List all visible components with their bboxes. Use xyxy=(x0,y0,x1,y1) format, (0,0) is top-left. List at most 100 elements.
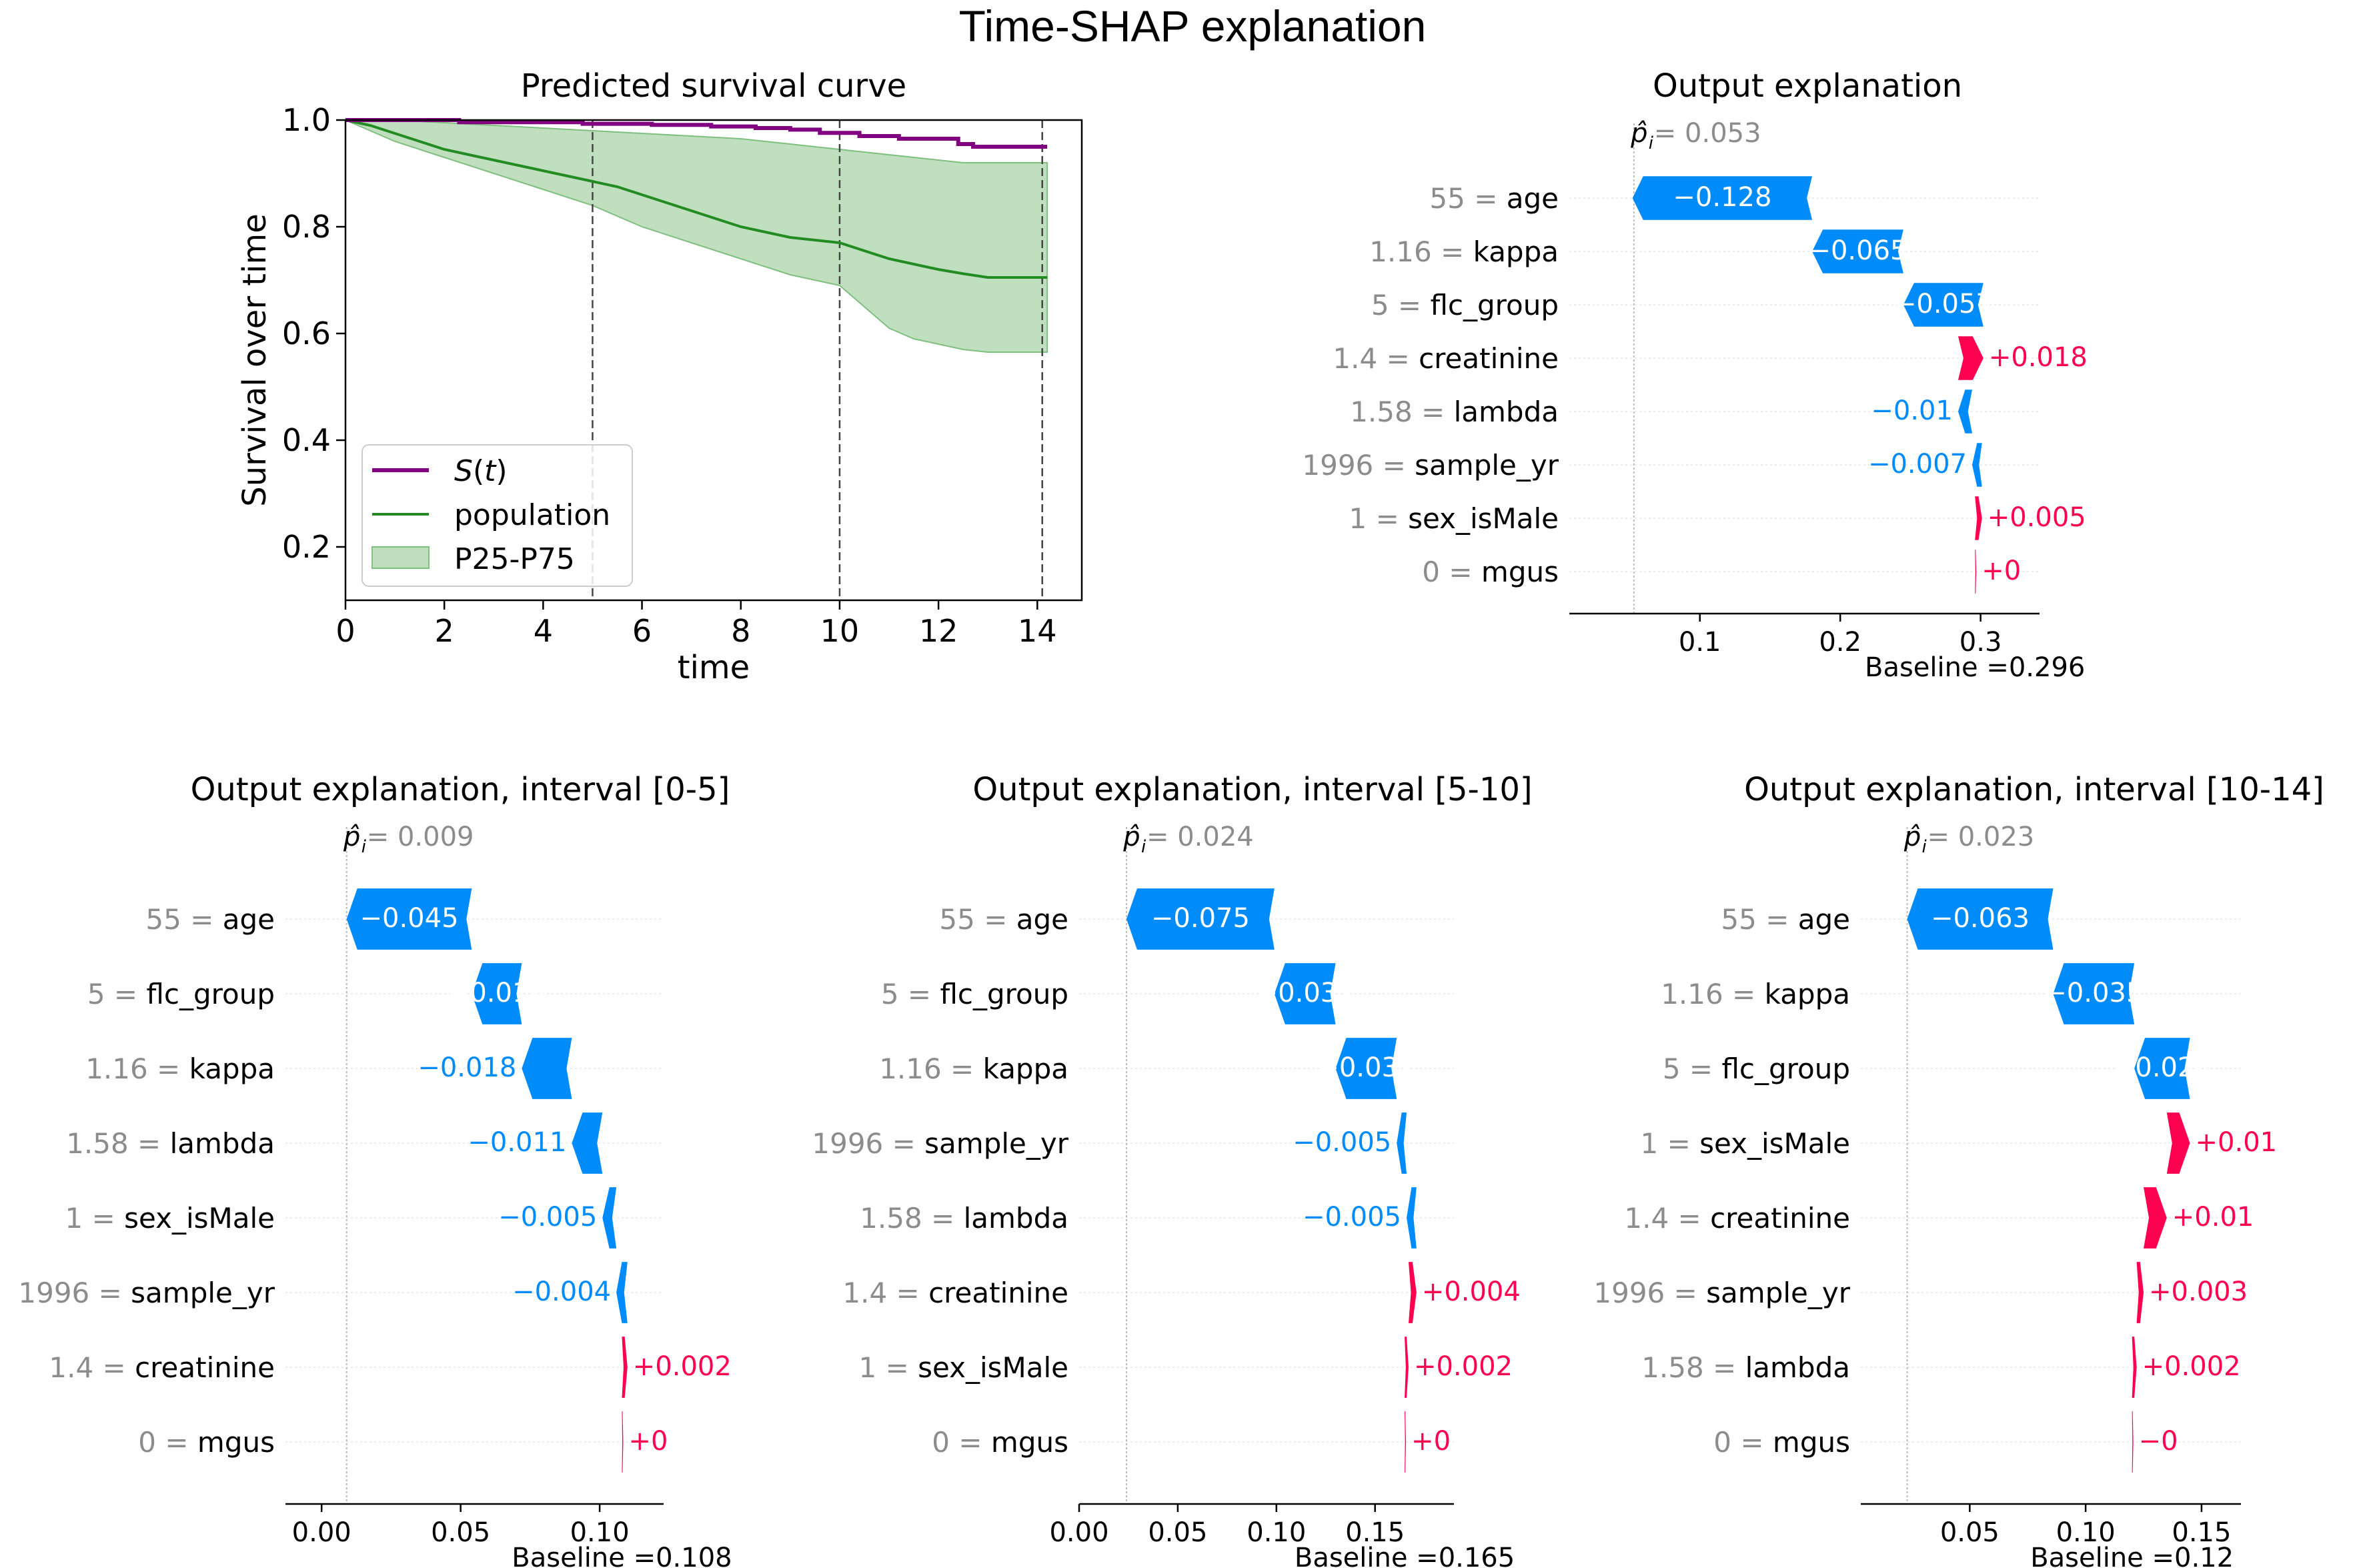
interval-0-5-explanation-chart: Output explanation, interval [0-5]p̂ i = 0… xyxy=(18,771,732,1568)
shap-value-label: +0 xyxy=(1982,556,2021,586)
feature-value: 1 xyxy=(65,1202,83,1235)
y-tick-label: 1.0 xyxy=(282,102,331,138)
fx-value: = 0.023 xyxy=(1927,822,2035,852)
feature-label: 1.4 = creatinine xyxy=(1624,1202,1850,1235)
y-axis-label: Survival over time xyxy=(236,213,273,507)
feature-value: 1.16 xyxy=(879,1052,942,1085)
feature-name: kappa xyxy=(189,1052,275,1085)
feature-name: sex_isMale xyxy=(1408,502,1559,535)
feature-equals: = xyxy=(93,1351,135,1384)
feature-name: sex_isMale xyxy=(1699,1127,1850,1160)
feature-name: sample_yr xyxy=(1415,449,1559,482)
feature-label: 1.4 = creatinine xyxy=(49,1351,275,1384)
feature-equals: = xyxy=(1367,502,1408,535)
feature-label: 5 = flc_group xyxy=(1371,289,1559,321)
feature-value: 55 xyxy=(1721,903,1756,936)
chart-title: Output explanation xyxy=(1653,67,1962,105)
feature-name: age xyxy=(1798,903,1850,936)
feature-value: 1.16 xyxy=(1369,235,1432,268)
shap-bar xyxy=(616,1262,628,1323)
shap-value-label: −0.004 xyxy=(512,1277,611,1307)
feature-equals: = xyxy=(1432,235,1473,268)
feature-label: 1.16 = kappa xyxy=(879,1052,1068,1085)
feature-name: lambda xyxy=(1745,1351,1850,1384)
feature-label: 0 = mgus xyxy=(138,1426,275,1459)
feature-value: 1996 xyxy=(18,1277,89,1309)
feature-label: 1.58 = lambda xyxy=(1641,1351,1850,1384)
x-tick-label: 12 xyxy=(919,613,958,649)
feature-name: age xyxy=(1507,182,1559,215)
feature-equals: = xyxy=(181,903,223,936)
y-tick-label: 0.6 xyxy=(282,315,331,351)
x-tick-label: 2 xyxy=(435,613,454,649)
feature-value: 1996 xyxy=(1302,449,1373,482)
fx-value: = 0.009 xyxy=(367,822,474,852)
shap-bar xyxy=(1405,1411,1406,1473)
shap-value-label: −0.018 xyxy=(418,1052,516,1083)
x-tick-label: 4 xyxy=(534,613,553,649)
feature-name: kappa xyxy=(983,1052,1068,1085)
feature-label: 1 = sex_isMale xyxy=(1349,502,1559,535)
interval-5-10-explanation-chart: Output explanation, interval [5-10]p̂ i = … xyxy=(812,771,1532,1568)
shap-value-label: −0 xyxy=(2139,1426,2178,1457)
feature-equals: = xyxy=(83,1202,124,1235)
feature-equals: = xyxy=(1465,182,1507,215)
shap-value-label: +0.002 xyxy=(633,1351,732,1382)
shap-value-label: −0.007 xyxy=(1868,449,1967,480)
feature-equals: = xyxy=(887,1277,928,1309)
feature-value: 1.58 xyxy=(66,1127,129,1160)
shap-value-label: −0.005 xyxy=(1293,1127,1391,1158)
feature-equals: = xyxy=(1440,556,1481,588)
y-tick-label: 0.8 xyxy=(282,209,331,245)
feature-equals: = xyxy=(1658,1127,1699,1160)
feature-value: 5 xyxy=(881,978,899,1010)
feature-label: 55 = age xyxy=(1429,182,1559,215)
x-tick-label: 14 xyxy=(1018,613,1057,649)
y-tick-label: 0.2 xyxy=(282,529,331,565)
feature-value: 1.16 xyxy=(1661,978,1723,1010)
feature-name: sample_yr xyxy=(924,1127,1069,1160)
feature-name: mgus xyxy=(1481,556,1559,588)
feature-equals: = xyxy=(105,978,147,1010)
feature-equals: = xyxy=(1373,449,1415,482)
x-tick-label: 0.05 xyxy=(1940,1517,2000,1548)
feature-label: 55 = age xyxy=(145,903,275,936)
shap-value-label: −0.024 xyxy=(2113,1052,2212,1083)
feature-name: sex_isMale xyxy=(124,1202,275,1235)
x-tick-label: 0 xyxy=(335,613,355,649)
shap-value-label: +0.018 xyxy=(1989,342,2088,373)
feature-equals: = xyxy=(1665,1277,1706,1309)
fx-symbol: p̂ xyxy=(1903,822,1921,852)
feature-label: 1.58 = lambda xyxy=(860,1202,1068,1235)
x-tick-label: 8 xyxy=(731,613,750,649)
feature-label: 1.16 = kappa xyxy=(85,1052,275,1085)
feature-equals: = xyxy=(89,1277,131,1309)
feature-name: creatinine xyxy=(1710,1202,1850,1235)
feature-name: mgus xyxy=(1773,1426,1850,1459)
feature-equals: = xyxy=(1731,1426,1773,1459)
shap-value-label: −0.128 xyxy=(1673,182,1771,213)
baseline-label: Baseline =0.108 xyxy=(512,1543,732,1568)
feature-equals: = xyxy=(1681,1052,1722,1085)
fx-symbol: p̂ xyxy=(1630,118,1647,149)
feature-value: 1 xyxy=(1640,1127,1658,1160)
feature-name: creatinine xyxy=(135,1351,275,1384)
shap-bar xyxy=(1958,389,1972,434)
feature-name: creatinine xyxy=(1419,342,1559,375)
baseline-label: Baseline =0.165 xyxy=(1295,1543,1515,1568)
feature-label: 1.58 = lambda xyxy=(1350,396,1559,428)
feature-equals: = xyxy=(1669,1202,1710,1235)
figure-title: Time-SHAP explanation xyxy=(959,1,1427,51)
x-tick-label: 6 xyxy=(632,613,652,649)
x-axis-label: time xyxy=(678,649,750,686)
feature-name: lambda xyxy=(1454,396,1559,428)
feature-value: 1.4 xyxy=(49,1351,93,1384)
feature-value: 55 xyxy=(939,903,974,936)
legend-label-s-t: S(t) xyxy=(454,454,508,488)
feature-equals: = xyxy=(883,1127,924,1160)
feature-value: 1996 xyxy=(812,1127,883,1160)
feature-label: 1996 = sample_yr xyxy=(1302,449,1559,482)
feature-value: 5 xyxy=(87,978,105,1010)
feature-label: 1 = sex_isMale xyxy=(858,1351,1068,1384)
